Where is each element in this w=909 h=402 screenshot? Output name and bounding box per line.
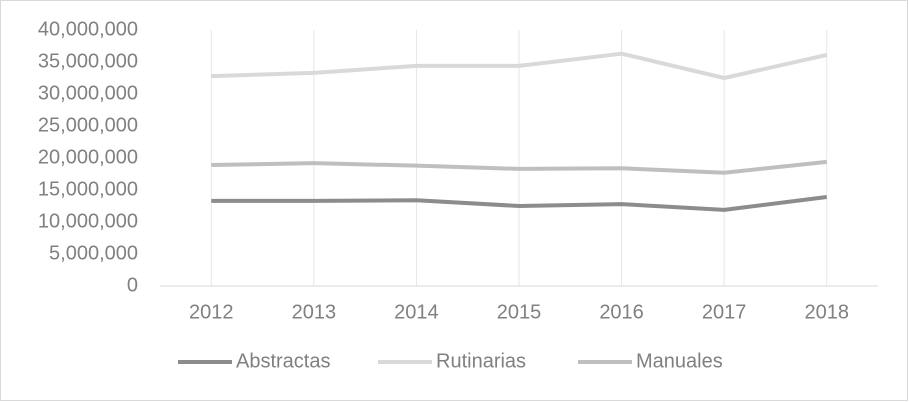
y-tick-label: 30,000,000: [38, 82, 138, 104]
x-tick-label: 2014: [394, 301, 439, 323]
x-tick-label: 2012: [189, 301, 234, 323]
x-tick-label: 2017: [702, 301, 747, 323]
x-tick-label: 2016: [599, 301, 644, 323]
y-tick-label: 15,000,000: [38, 178, 138, 200]
y-tick-label: 40,000,000: [38, 18, 138, 40]
y-tick-label: 10,000,000: [38, 210, 138, 232]
x-tick-label: 2015: [497, 301, 542, 323]
y-tick-label: 20,000,000: [38, 146, 138, 168]
legend-label: Abstractas: [236, 350, 330, 372]
y-tick-label: 25,000,000: [38, 114, 138, 136]
y-tick-label: 0: [127, 274, 138, 296]
series-line: [211, 159, 827, 175]
series-line: [211, 51, 828, 80]
y-tick-label: 5,000,000: [49, 242, 138, 264]
x-tick-label: 2018: [804, 301, 849, 323]
legend-label: Manuales: [636, 350, 723, 372]
x-tick-label: 2013: [292, 301, 337, 323]
legend-label: Rutinarias: [436, 350, 526, 372]
y-tick-label: 35,000,000: [38, 50, 138, 72]
series-line: [211, 195, 827, 212]
